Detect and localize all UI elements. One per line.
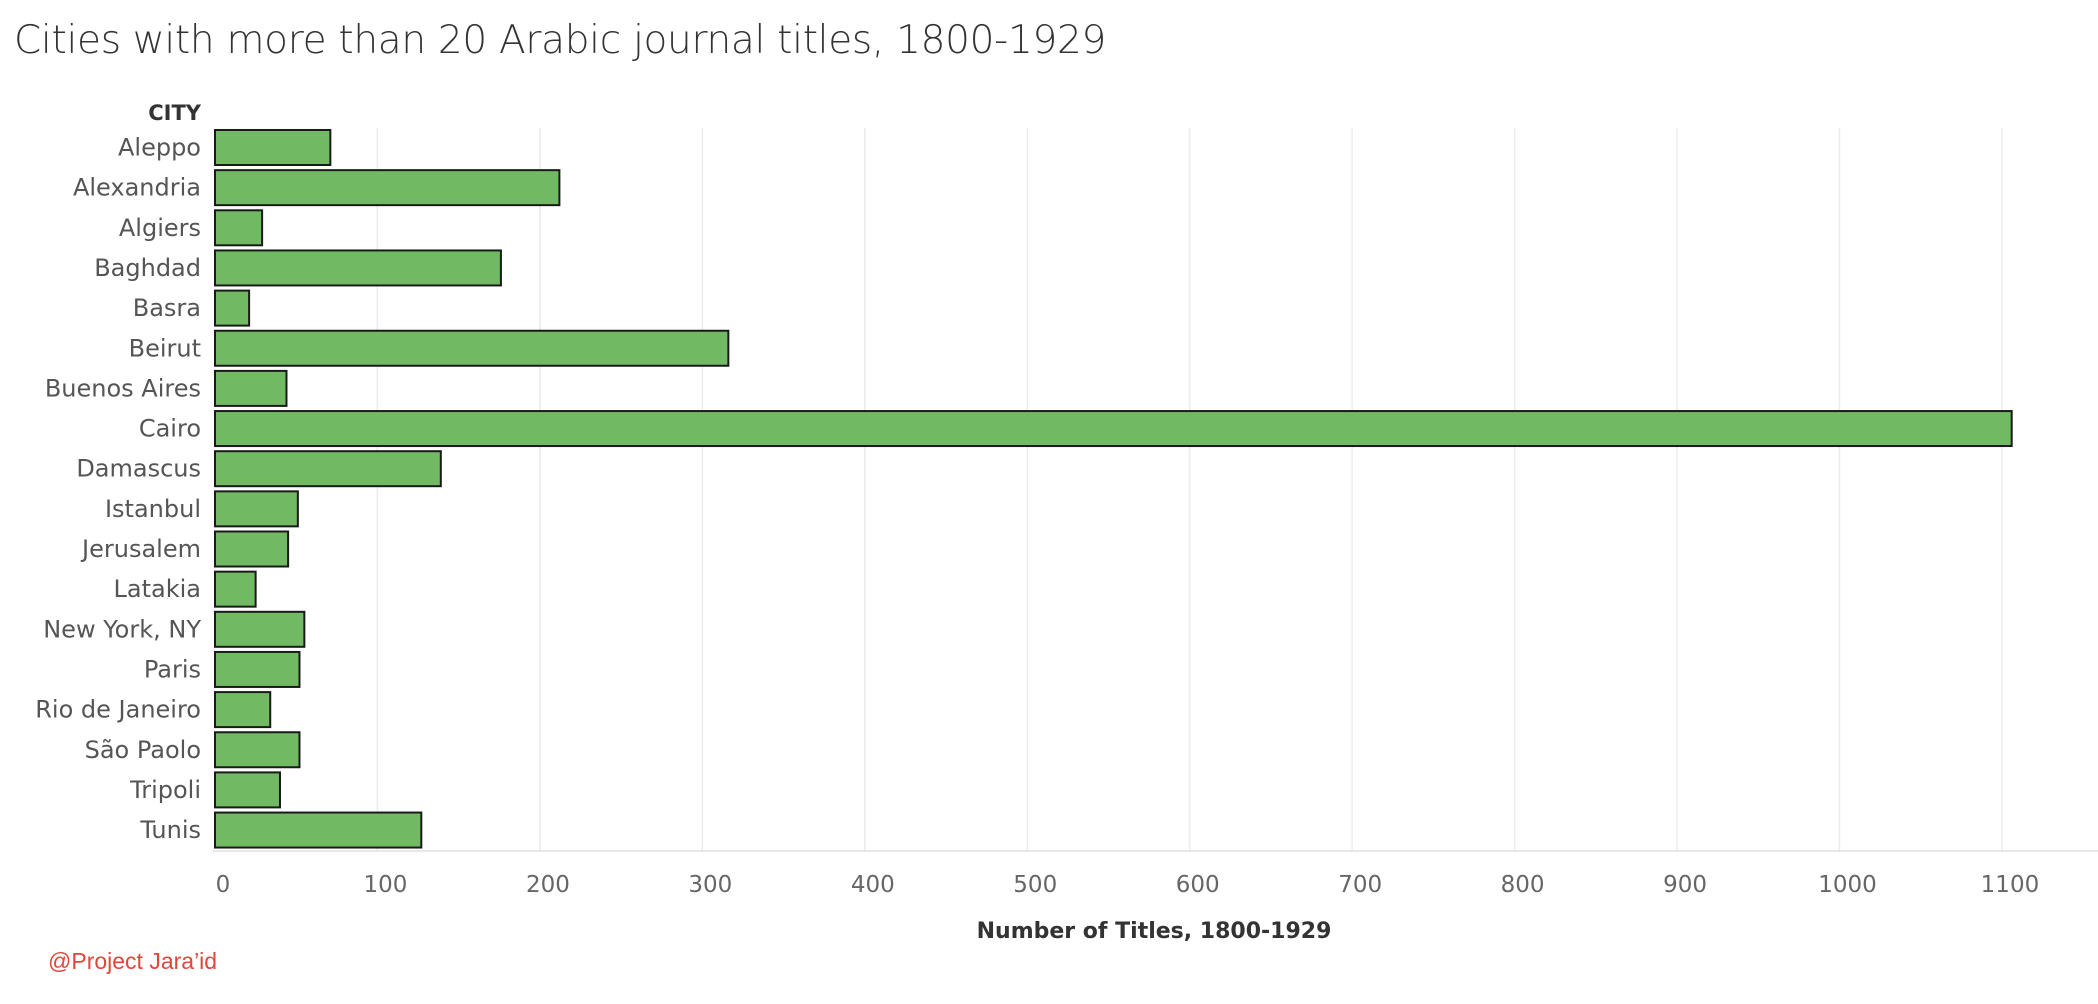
bar[interactable] <box>214 650 301 688</box>
bar[interactable] <box>214 410 2013 448</box>
category-label: Baghdad <box>94 254 201 282</box>
category-label: Jerusalem <box>80 535 201 563</box>
category-label: Latakia <box>114 575 201 603</box>
bar[interactable] <box>214 530 290 568</box>
chart-title: Cities with more than 20 Arabic journal … <box>14 18 1107 63</box>
x-tick-label: 1100 <box>1981 872 2040 898</box>
category-label: Tripoli <box>129 776 201 804</box>
bar[interactable] <box>214 610 306 648</box>
x-tick-label: 700 <box>1338 872 1382 898</box>
x-tick-label: 100 <box>363 872 407 898</box>
bar[interactable] <box>214 129 332 166</box>
x-tick-label: 600 <box>1176 872 1220 898</box>
bar[interactable] <box>214 691 272 729</box>
bar[interactable] <box>214 811 423 849</box>
bar[interactable] <box>214 329 730 367</box>
x-tick-label: 200 <box>526 872 570 898</box>
category-label: New York, NY <box>43 615 201 643</box>
category-labels: Aleppo Alexandria Algiers Baghdad Basra Beiru… <box>35 134 201 845</box>
bar[interactable] <box>214 209 264 247</box>
x-tick-label: 900 <box>1663 872 1707 898</box>
bar[interactable] <box>214 289 251 327</box>
category-label: Damascus <box>76 455 201 483</box>
category-label: São Paolo <box>85 736 201 764</box>
category-label: Basra <box>133 294 201 322</box>
bar[interactable] <box>214 771 281 809</box>
category-label: Tunis <box>139 816 201 844</box>
bar[interactable] <box>214 490 299 528</box>
bar[interactable] <box>214 450 442 488</box>
x-tick-label: 500 <box>1013 872 1057 898</box>
bars <box>214 129 2013 849</box>
x-tick-label: 1000 <box>1818 872 1877 898</box>
category-label: Buenos Aires <box>45 374 201 402</box>
bar[interactable] <box>214 249 502 287</box>
gridlines <box>376 128 2003 851</box>
bar[interactable] <box>214 169 561 207</box>
category-label: Istanbul <box>105 495 201 523</box>
x-tick-label: 300 <box>688 872 732 898</box>
bar[interactable] <box>214 369 288 407</box>
x-tick-label: 0 <box>216 872 231 898</box>
category-label: Cairo <box>139 415 201 443</box>
credit-watermark: @Project Jara’id <box>48 948 218 974</box>
category-label: Alexandria <box>73 174 201 202</box>
x-tick-labels: 0 100 200 300 400 500 600 700 800 900 1000 1100 <box>216 872 2040 898</box>
category-label: Aleppo <box>118 134 201 162</box>
x-tick-label: 400 <box>851 872 895 898</box>
category-label: Beirut <box>129 334 201 362</box>
category-label: Rio de Janeiro <box>35 696 201 724</box>
bar[interactable] <box>214 731 301 769</box>
category-label: Algiers <box>119 214 201 242</box>
category-label: Paris <box>144 655 201 683</box>
x-axis-title: Number of Titles, 1800-1929 <box>977 919 1332 944</box>
x-tick-label: 800 <box>1501 872 1545 898</box>
bar[interactable] <box>214 570 257 608</box>
category-axis-header: CITY <box>148 101 202 125</box>
